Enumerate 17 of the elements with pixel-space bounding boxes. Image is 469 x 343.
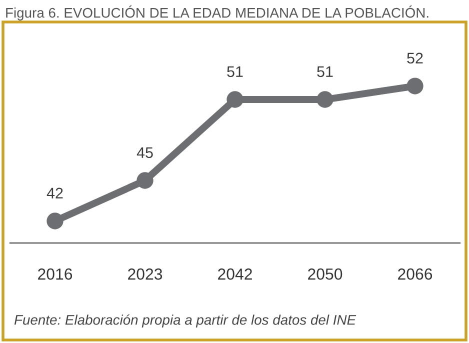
data-label: 42: [46, 188, 63, 198]
point: [316, 91, 334, 108]
x-tick-label: 2016: [38, 268, 72, 280]
point: [406, 78, 424, 94]
point: [136, 172, 154, 189]
data-label: 52: [407, 52, 423, 64]
x-tick-label: 2042: [218, 268, 252, 280]
data-label: 45: [136, 147, 153, 158]
point: [46, 212, 64, 230]
data-label: 51: [317, 66, 333, 78]
point: [226, 91, 244, 108]
x-tick-label: 2066: [398, 268, 432, 280]
source-note: Fuente: Elaboración propia a partir de los datos del INE: [14, 314, 356, 328]
data-label: 51: [227, 66, 243, 78]
chart-title: Figura 6. EVOLUCIÓN DE LA EDAD MEDIANA DE LA POBLACIÓN.: [6, 6, 428, 20]
x-tick-label: 2050: [308, 268, 342, 280]
x-tick-label: 2023: [128, 268, 162, 280]
